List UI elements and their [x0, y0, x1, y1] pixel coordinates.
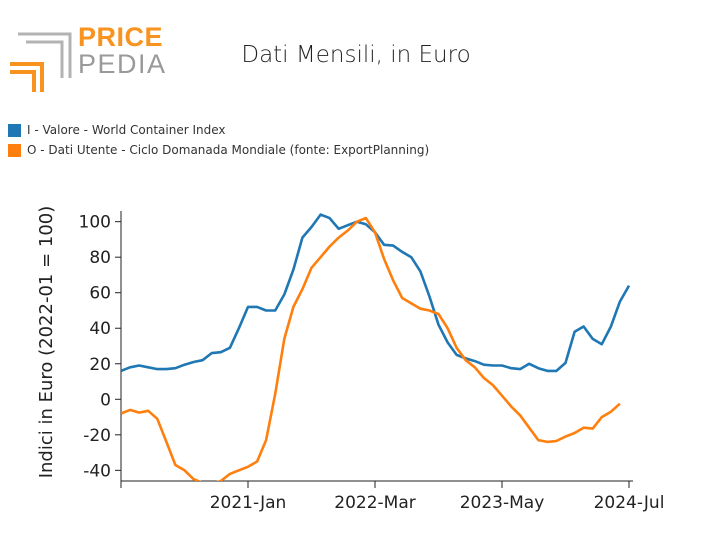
y-tick-label: 100 — [79, 213, 111, 233]
legend-label: O - Dati Utente - Ciclo Domanada Mondial… — [27, 143, 430, 157]
y-axis-label: Indici in Euro (2022-01 = 100) — [36, 206, 57, 479]
series-line-0 — [121, 213, 631, 373]
x-tick-label: 2021-Jan — [210, 493, 287, 513]
y-tick-label: 60 — [89, 284, 111, 304]
y-tick-label: 20 — [89, 355, 111, 375]
logo-text-price: PRICE — [78, 22, 164, 52]
y-tick-label: -20 — [83, 426, 111, 446]
y-tick-label: 40 — [89, 319, 111, 339]
chart-title: Dati Mensili, in Euro — [241, 42, 471, 68]
x-tick-label: 2022-Mar — [334, 493, 415, 513]
y-tick-label: 0 — [100, 390, 111, 410]
legend-item-valore[interactable]: I - Valore - World Container Index — [8, 120, 429, 140]
logo-text-pedia: PEDIA — [78, 49, 167, 79]
legend-swatch-orange — [8, 143, 21, 157]
series-line-1 — [121, 216, 621, 481]
y-tick-label: -40 — [83, 461, 111, 481]
pricepedia-logo — [10, 32, 72, 92]
x-tick-label: 2024-Jul — [594, 493, 665, 513]
legend-item-ciclo[interactable]: O - Dati Utente - Ciclo Domanada Mondial… — [8, 140, 429, 160]
x-tick-label: 2023-May — [460, 493, 545, 513]
legend: I - Valore - World Container Index O - D… — [8, 120, 429, 160]
legend-label: I - Valore - World Container Index — [27, 123, 226, 137]
y-tick-label: 80 — [89, 248, 111, 268]
legend-swatch-blue — [8, 123, 21, 137]
